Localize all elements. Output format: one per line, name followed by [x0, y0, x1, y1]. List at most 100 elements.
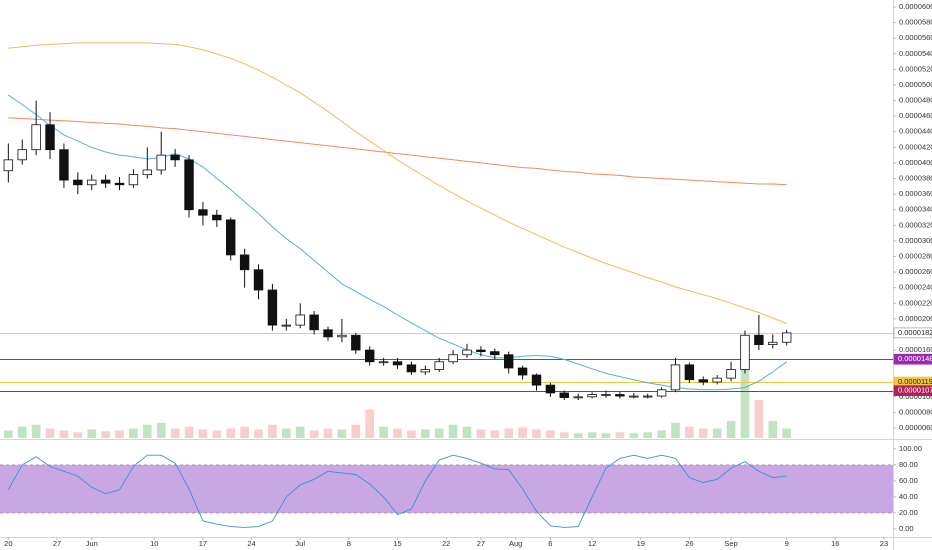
candle-body — [253, 269, 264, 291]
time-tick-label: 8 — [347, 539, 351, 548]
candle-body — [170, 154, 180, 161]
volume-bar — [546, 430, 555, 438]
volume-bar — [643, 432, 652, 438]
volume-bar — [4, 430, 13, 438]
candle-body — [226, 219, 236, 256]
time-tick-label: Jul — [295, 539, 305, 548]
volume-bar — [712, 428, 722, 438]
moving-average-line — [8, 117, 787, 186]
time-tick-label: 12 — [588, 539, 596, 548]
volume-bar — [143, 424, 152, 438]
candle-body — [365, 349, 375, 363]
volume-bar — [768, 420, 778, 438]
volume-bar — [407, 430, 416, 438]
candle-body — [73, 179, 83, 186]
price-tick-label: 0.00001000 — [899, 392, 932, 401]
volume-bar — [240, 426, 249, 438]
volume-bar — [226, 428, 236, 438]
volume-bar — [212, 430, 222, 438]
volume-bar — [393, 428, 402, 438]
time-tick-label: 16 — [831, 539, 839, 548]
volume-bar — [559, 432, 569, 438]
volume-bar — [601, 433, 611, 438]
volume-bar — [156, 422, 166, 438]
candle-body — [128, 174, 139, 186]
volume-bar — [448, 424, 458, 438]
price-level-box — [893, 327, 932, 339]
candle-body — [615, 394, 625, 397]
candle-body — [656, 389, 667, 397]
rsi-tick-label: 0.00 — [899, 524, 914, 533]
candle-body — [392, 361, 403, 366]
price-tick-label: 0.00003000 — [899, 236, 932, 245]
volume-bar — [295, 426, 305, 438]
price-tick-label: 0.00004400 — [899, 127, 932, 136]
candle-body — [670, 364, 681, 391]
candle-body — [156, 154, 166, 171]
candle-body — [517, 367, 528, 376]
volume-bar — [671, 422, 680, 438]
candle-body — [212, 214, 222, 221]
volume-bar — [726, 420, 736, 438]
candle-body — [712, 377, 722, 383]
volume-bar — [740, 348, 750, 438]
time-tick-label: 9 — [785, 539, 789, 548]
candle-body — [726, 369, 736, 379]
volume-bar — [379, 426, 388, 438]
price-level-box — [893, 385, 932, 397]
candle-body — [281, 324, 292, 327]
rsi-tick-label: 80.00 — [899, 460, 918, 469]
price-level-box — [893, 353, 932, 365]
price-tick-label: 0.00002200 — [899, 298, 932, 307]
price-tick-label: 0.00005600 — [899, 33, 932, 42]
candle-body — [59, 149, 69, 181]
candle-body — [740, 334, 750, 370]
candle-body — [87, 179, 97, 186]
price-tick-label: 0.00005400 — [899, 49, 932, 58]
candle-body — [448, 354, 458, 363]
candle-body — [531, 374, 542, 386]
candle-body — [309, 314, 319, 331]
candle-body — [142, 169, 153, 176]
volume-bar — [573, 433, 583, 438]
rsi-tick-label: 100.00 — [899, 444, 922, 453]
price-tick-label: 0.00006000 — [899, 2, 932, 11]
candle-body — [239, 254, 250, 271]
time-tick-label: Aug — [509, 539, 522, 548]
candle-body — [378, 361, 389, 364]
time-tick-label: 27 — [53, 539, 61, 548]
volume-bar — [629, 433, 639, 438]
candle-body — [31, 124, 41, 151]
volume-bar — [59, 430, 69, 438]
volume-bar — [45, 428, 55, 438]
candle-body — [768, 341, 778, 345]
time-tick-label: 27 — [477, 539, 485, 548]
candle-body — [184, 159, 194, 211]
volume-bar — [587, 432, 597, 438]
candle-body — [434, 361, 444, 370]
volume-bar — [282, 428, 291, 438]
price-tick-label: 0.00004600 — [899, 111, 932, 120]
price-tick-label: 0.00004000 — [899, 158, 932, 167]
candle-body — [267, 289, 278, 326]
price-tick-label: 0.00000800 — [899, 407, 932, 416]
price-tick-label: 0.00002000 — [899, 314, 932, 323]
candle-body — [3, 159, 14, 172]
volume-bar — [254, 429, 263, 438]
candle-body — [420, 369, 431, 373]
price-tick-label: 0.00004200 — [899, 142, 932, 151]
candle-body — [698, 379, 708, 383]
time-tick-label: 24 — [247, 539, 255, 548]
volume-bar — [462, 426, 472, 438]
volume-bar — [31, 424, 41, 438]
rsi-tick-label: 60.00 — [899, 476, 918, 485]
volume-bar — [337, 429, 347, 438]
volume-bar — [490, 430, 500, 438]
candle-body — [490, 351, 500, 356]
price-level-label: 0.00001483 — [898, 354, 932, 363]
price-tick-label: 0.00003800 — [899, 174, 932, 183]
candle-body — [406, 364, 417, 373]
candle-body — [114, 182, 125, 186]
